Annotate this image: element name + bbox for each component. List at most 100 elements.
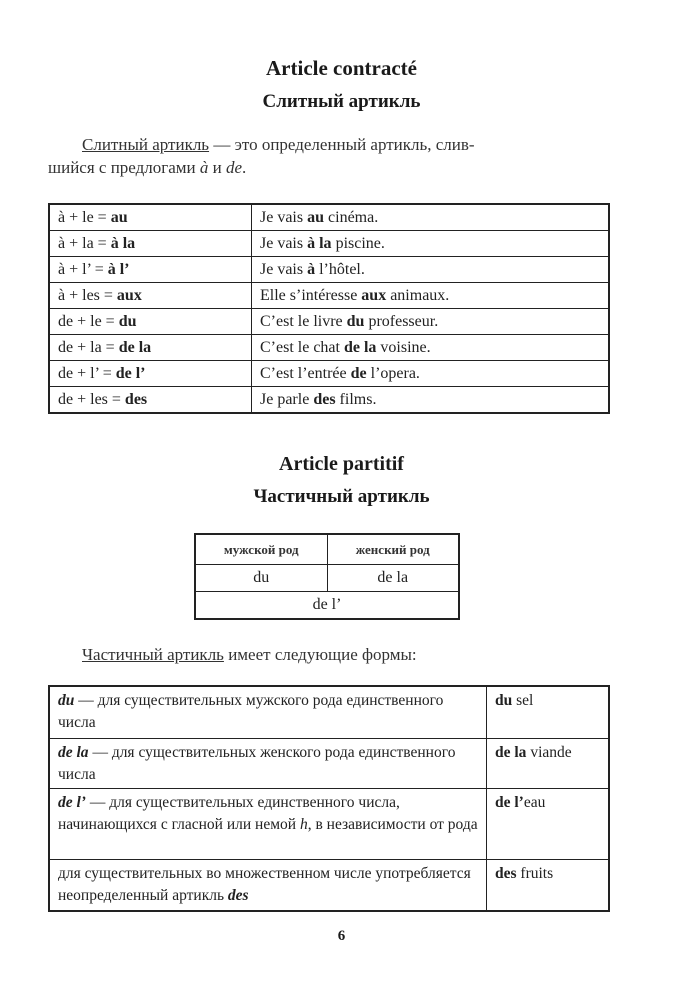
- text: viande: [526, 743, 572, 761]
- text: de l’: [495, 793, 524, 811]
- example-cell: C’est l’entrée de l’opera.: [251, 360, 610, 387]
- cell-masculine: du: [194, 564, 328, 592]
- text: de l’: [115, 364, 146, 382]
- form-desc: de la — для существительных женского род…: [48, 737, 487, 789]
- text: — это определенный артикль, слив-: [209, 135, 475, 154]
- example-cell: Elle s’intéresse aux animaux.: [251, 282, 610, 309]
- table-row: de la — для существительных женского род…: [48, 737, 610, 789]
- rule-cell: de + l’ = de l’: [48, 360, 252, 387]
- table-row: de l’ — для существительных единственног…: [48, 787, 610, 860]
- text: à + la =: [58, 234, 111, 252]
- form-desc: du — для существительных мужского рода е…: [48, 685, 487, 739]
- text: voisine.: [376, 338, 431, 356]
- example-cell: Je vais à la piscine.: [251, 230, 610, 257]
- table-row: de + la = de la C’est le chat de la voisi…: [48, 334, 610, 361]
- example-cell: Je vais à l’hôtel.: [251, 256, 610, 283]
- text: films.: [335, 390, 377, 408]
- table-row: du de la: [194, 564, 460, 592]
- text: de: [225, 158, 243, 177]
- text: cinéma.: [324, 208, 379, 226]
- text: и: [208, 158, 226, 177]
- text: au: [110, 208, 128, 226]
- text: à + l’ =: [58, 260, 108, 278]
- text: C’est le chat: [260, 338, 344, 356]
- text: des: [495, 864, 517, 882]
- text: Je vais: [260, 208, 308, 226]
- text: de + le =: [58, 312, 119, 330]
- example-cell: C’est le chat de la voisine.: [251, 334, 610, 361]
- text: C’est le livre: [260, 312, 347, 330]
- rule-cell: de + le = du: [48, 308, 252, 335]
- text: — для существительных женского рода един…: [58, 743, 456, 783]
- text: à: [199, 158, 209, 177]
- rule-cell: de + les = des: [48, 386, 252, 414]
- table-row: de + les = des Je parle des films.: [48, 386, 610, 414]
- text: de la: [495, 743, 527, 761]
- text: de + les =: [58, 390, 125, 408]
- text: animaux.: [386, 286, 450, 304]
- section-subtitle-slitny: Слитный артикль: [262, 91, 421, 112]
- text: aux: [361, 286, 387, 304]
- text: de + la =: [58, 338, 119, 356]
- text: de + l’ =: [58, 364, 116, 382]
- page-number: 6: [337, 928, 346, 944]
- text: — для существительных единственного числ…: [58, 793, 400, 833]
- text: fruits: [516, 864, 554, 882]
- text: à l’: [107, 260, 130, 278]
- form-example: du sel: [486, 685, 610, 739]
- form-example: des fruits: [486, 858, 610, 912]
- rule-cell: à + l’ = à l’: [48, 256, 252, 283]
- text: sel: [512, 692, 534, 709]
- definition-paragraph-partitif: Частичный артикль имеет следующие формы:: [82, 643, 417, 666]
- text: l’hôtel.: [315, 260, 365, 278]
- example-cell: Je parle des films.: [251, 386, 610, 414]
- rule-cell: à + les = aux: [48, 282, 252, 309]
- text: à la: [110, 234, 136, 252]
- table-row: для существительных во множественном чис…: [48, 858, 610, 912]
- text: Je parle: [260, 390, 314, 408]
- text: du: [118, 312, 137, 330]
- text: professeur.: [364, 312, 439, 330]
- example-cell: C’est le livre du professeur.: [251, 308, 610, 335]
- form-desc: для существительных во множественном чис…: [48, 858, 487, 912]
- text: à + le =: [58, 208, 111, 226]
- section-title-article-contracte: Article contracté: [266, 56, 417, 80]
- table-row: de l’: [194, 591, 460, 620]
- text: l’opera.: [366, 364, 420, 382]
- table-row: de + le = du C’est le livre du professeur…: [48, 308, 610, 335]
- text: Je vais: [260, 260, 308, 278]
- text: aux: [116, 286, 142, 304]
- header-feminine: женский род: [326, 533, 460, 565]
- text: de: [350, 364, 367, 382]
- rule-cell: à + le = au: [48, 203, 252, 231]
- text: C’est l’entrée: [260, 364, 351, 382]
- text: — для существительных мужского рода един…: [58, 692, 444, 731]
- term: Слитный артикль: [82, 135, 210, 154]
- text: для существительных во множественном чис…: [58, 864, 471, 904]
- text: du: [495, 692, 513, 709]
- table-row: de + l’ = de l’ C’est l’entrée de l’opera…: [48, 360, 610, 387]
- gender-table: мужской род женский род du de la de l’: [194, 533, 460, 620]
- contracted-article-table: à + le = au Je vais au cinéma. à + la = à …: [48, 203, 610, 414]
- section-subtitle-chastichny: Частичный артикль: [253, 486, 430, 507]
- text: .: [242, 158, 247, 177]
- form-desc: de l’ — для существительных единственног…: [48, 787, 487, 860]
- partitive-forms-table: du — для существительных мужского рода е…: [48, 685, 610, 912]
- text: eau: [523, 793, 546, 811]
- form-example: de la viande: [486, 737, 610, 789]
- table-row: à + la = à la Je vais à la piscine.: [48, 230, 610, 257]
- text: au: [307, 208, 325, 226]
- header-masculine: мужской род: [194, 533, 328, 565]
- example-cell: Je vais au cinéma.: [251, 203, 610, 231]
- section-title-article-partitif: Article partitif: [279, 453, 404, 475]
- table-row: à + le = au Je vais au cinéma.: [48, 203, 610, 231]
- text: à: [307, 260, 316, 278]
- text: du: [346, 312, 365, 330]
- text: à la: [307, 234, 332, 252]
- definition-paragraph-contracte: Слитный артикль — это определенный артик…: [48, 133, 610, 179]
- rule-cell: de + la = de la: [48, 334, 252, 361]
- form: de l’: [58, 793, 86, 811]
- text: piscine.: [331, 234, 385, 252]
- text: à + les =: [58, 286, 117, 304]
- text: , в независимости от рода: [307, 815, 478, 833]
